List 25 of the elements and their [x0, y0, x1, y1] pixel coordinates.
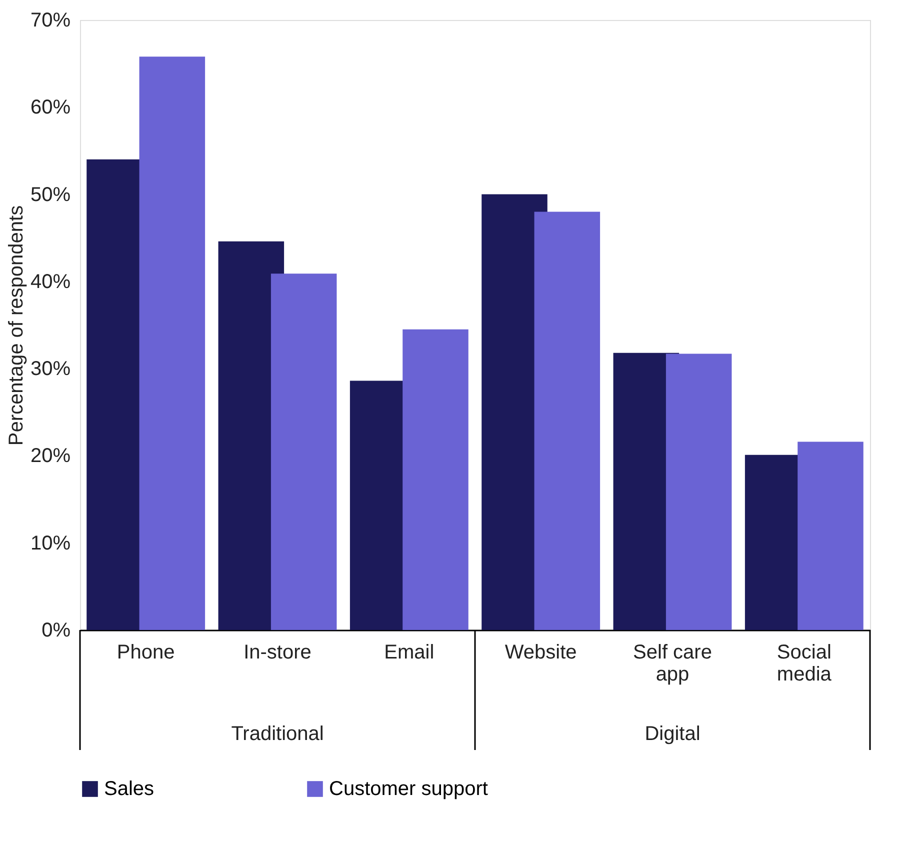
x-tick-label: Phone — [116, 642, 175, 664]
bar — [666, 354, 732, 630]
bar — [139, 56, 206, 630]
y-tick-label: 30% — [30, 358, 71, 380]
x-tick-label: In-store — [244, 642, 312, 664]
y-tick-label: 60% — [30, 96, 71, 119]
y-tick-label: 40% — [30, 270, 71, 293]
bar — [270, 274, 337, 630]
bar — [534, 212, 600, 630]
legend-label: Sales — [104, 778, 154, 800]
x-tick-label: Self care app — [633, 642, 712, 686]
y-tick-label: 50% — [30, 184, 71, 206]
x-tick-label: Website — [504, 642, 577, 664]
y-axis-title: Percentage of respondents — [5, 205, 28, 446]
legend-label: Customer support — [329, 778, 488, 800]
y-tick-label: 10% — [30, 532, 71, 554]
text: Traditional — [231, 723, 324, 745]
bar — [798, 442, 864, 630]
x-tick-label: Social media — [776, 642, 832, 686]
y-tick-label: 20% — [30, 445, 71, 468]
text: Digital — [644, 723, 700, 745]
y-tick-label: 70% — [30, 10, 71, 32]
bar — [402, 329, 468, 630]
x-tick-label: Email — [384, 642, 434, 664]
y-tick-label: 0% — [42, 620, 71, 642]
